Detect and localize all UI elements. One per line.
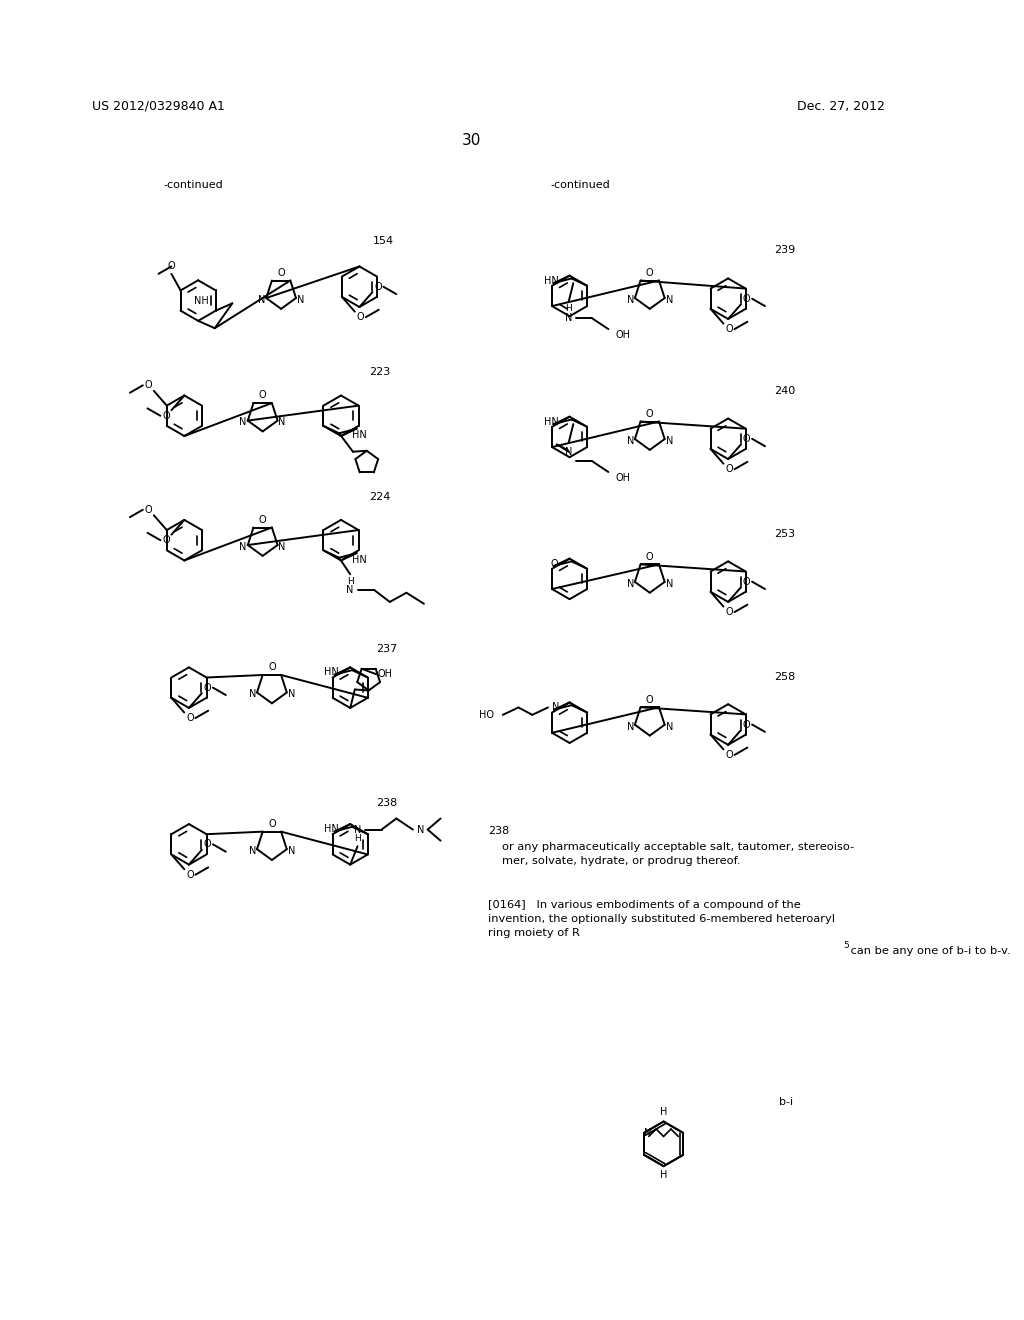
Text: HO: HO bbox=[478, 710, 494, 719]
Text: H: H bbox=[347, 577, 353, 586]
Text: O: O bbox=[204, 682, 211, 693]
Text: N: N bbox=[565, 446, 572, 457]
Text: H: H bbox=[659, 1107, 668, 1117]
Text: O: O bbox=[742, 577, 751, 586]
Text: or any pharmaceutically acceptable salt, tautomer, stereoiso-
mer, solvate, hydr: or any pharmaceutically acceptable salt,… bbox=[503, 842, 855, 866]
Text: N: N bbox=[297, 294, 304, 305]
Text: NH: NH bbox=[194, 296, 208, 305]
Text: can be any one of b-i to b-v.: can be any one of b-i to b-v. bbox=[847, 945, 1011, 956]
Text: N: N bbox=[627, 436, 634, 446]
Text: N: N bbox=[552, 702, 559, 713]
Text: 239: 239 bbox=[774, 244, 796, 255]
Text: O: O bbox=[268, 818, 275, 829]
Text: O: O bbox=[186, 713, 194, 723]
Text: H: H bbox=[565, 305, 572, 313]
Text: 224: 224 bbox=[369, 492, 390, 502]
Text: 238: 238 bbox=[376, 797, 397, 808]
Text: O: O bbox=[259, 391, 266, 400]
Text: H: H bbox=[354, 834, 361, 843]
Text: 237: 237 bbox=[376, 644, 397, 653]
Text: N: N bbox=[666, 578, 673, 589]
Text: -continued: -continued bbox=[551, 181, 610, 190]
Text: -continued: -continued bbox=[164, 181, 223, 190]
Text: N: N bbox=[249, 689, 256, 700]
Text: O: O bbox=[356, 312, 365, 322]
Text: O: O bbox=[646, 694, 653, 705]
Text: N: N bbox=[258, 294, 265, 305]
Text: O: O bbox=[168, 261, 175, 272]
Text: N: N bbox=[666, 722, 673, 731]
Text: US 2012/0329840 A1: US 2012/0329840 A1 bbox=[92, 99, 225, 112]
Text: O: O bbox=[742, 294, 751, 304]
Text: O: O bbox=[646, 268, 653, 279]
Text: N: N bbox=[417, 825, 424, 834]
Text: O: O bbox=[374, 281, 382, 292]
Text: O: O bbox=[186, 870, 194, 879]
Text: O: O bbox=[725, 325, 733, 334]
Text: N: N bbox=[240, 417, 247, 428]
Text: O: O bbox=[725, 607, 733, 616]
Text: O: O bbox=[278, 268, 285, 279]
Text: Dec. 27, 2012: Dec. 27, 2012 bbox=[797, 99, 885, 112]
Text: O: O bbox=[646, 552, 653, 562]
Text: N: N bbox=[354, 825, 361, 834]
Text: 30: 30 bbox=[462, 133, 481, 148]
Text: 253: 253 bbox=[774, 529, 796, 539]
Text: N: N bbox=[279, 543, 286, 552]
Text: O: O bbox=[259, 515, 266, 525]
Text: N: N bbox=[644, 1127, 651, 1138]
Text: b-i: b-i bbox=[779, 1097, 793, 1107]
Text: N: N bbox=[666, 436, 673, 446]
Text: OH: OH bbox=[615, 330, 631, 339]
Text: N: N bbox=[627, 722, 634, 731]
Text: 238: 238 bbox=[488, 825, 510, 836]
Text: [0164]   In various embodiments of a compound of the
invention, the optionally s: [0164] In various embodiments of a compo… bbox=[488, 900, 836, 937]
Text: N: N bbox=[279, 417, 286, 428]
Text: N: N bbox=[288, 689, 295, 700]
Text: 240: 240 bbox=[774, 385, 796, 396]
Text: O: O bbox=[646, 409, 653, 418]
Text: N: N bbox=[666, 294, 673, 305]
Text: HN: HN bbox=[544, 276, 558, 285]
Text: HN: HN bbox=[325, 824, 339, 834]
Text: 258: 258 bbox=[774, 672, 796, 681]
Text: O: O bbox=[551, 558, 558, 569]
Text: O: O bbox=[725, 465, 733, 474]
Text: O: O bbox=[162, 535, 170, 545]
Text: HN: HN bbox=[325, 668, 339, 677]
Text: 223: 223 bbox=[369, 367, 390, 378]
Text: O: O bbox=[162, 411, 170, 421]
Text: O: O bbox=[204, 840, 211, 849]
Text: O: O bbox=[742, 434, 751, 444]
Text: O: O bbox=[725, 750, 733, 760]
Text: N: N bbox=[565, 313, 572, 323]
Text: HN: HN bbox=[544, 417, 558, 426]
Text: O: O bbox=[144, 380, 153, 391]
Text: OH: OH bbox=[615, 473, 631, 483]
Text: 5: 5 bbox=[844, 941, 849, 950]
Text: N: N bbox=[249, 846, 256, 855]
Text: N: N bbox=[288, 846, 295, 855]
Text: N: N bbox=[627, 294, 634, 305]
Text: O: O bbox=[742, 719, 751, 730]
Text: N: N bbox=[346, 585, 354, 595]
Text: H: H bbox=[659, 1171, 668, 1180]
Text: N: N bbox=[240, 543, 247, 552]
Text: O: O bbox=[144, 504, 153, 515]
Text: N: N bbox=[627, 578, 634, 589]
Text: O: O bbox=[268, 663, 275, 672]
Text: 154: 154 bbox=[374, 236, 394, 246]
Text: HN: HN bbox=[352, 554, 367, 565]
Text: HN: HN bbox=[352, 430, 367, 440]
Text: OH: OH bbox=[377, 669, 392, 680]
